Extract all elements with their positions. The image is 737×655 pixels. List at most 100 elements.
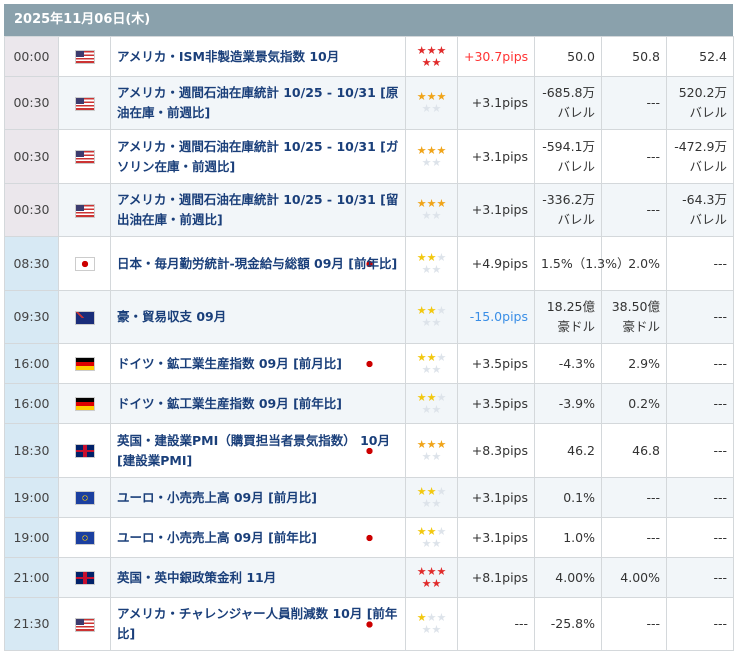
event-row: 21:00 英国・英中銀政策金利 11月 ★★★ ★★ +8.1pips 4.00…: [4, 557, 734, 598]
pips-value: +4.9pips: [457, 236, 535, 291]
event-row: 19:00 ユーロ・小売売上高 09月 [前月比] ★★★ ★★ +3.1pips…: [4, 477, 734, 518]
event-row: 00:30 アメリカ・週間石油在庫統計 10/25 - 10/31 [留出油在庫…: [4, 183, 734, 237]
star-icon: ★: [421, 155, 432, 169]
actual-value: ---: [666, 423, 734, 478]
forecast-value: 2.9%: [601, 343, 667, 384]
star-icon: ★: [431, 155, 442, 169]
event-title-link[interactable]: 日本・毎月勤労統計-現金給与総額 09月 [前年比]: [110, 236, 406, 291]
event-title-link[interactable]: ユーロ・小売売上高 09月 [前月比]: [110, 477, 406, 518]
star-icon: ★: [436, 250, 447, 264]
star-icon: ★: [431, 449, 442, 463]
star-icon: ★: [431, 623, 442, 636]
star-icon: ★: [416, 350, 427, 364]
actual-value: ---: [666, 236, 734, 291]
event-time: 00:30: [4, 76, 59, 130]
forecast-value: ---: [601, 183, 667, 237]
star-icon: ★: [436, 43, 447, 57]
event-title-link[interactable]: 英国・建設業PMI（購買担当者景気指数） 10月 [建設業PMI]: [110, 423, 406, 478]
forecast-value: 0.2%: [601, 383, 667, 424]
actual-value: -64.3万バレル: [666, 183, 734, 237]
star-icon: ★: [416, 524, 427, 538]
events-table: 00:00 アメリカ・ISM非製造業景気指数 10月 ★★★ ★★ +30.7pi…: [4, 36, 734, 651]
event-row: 00:30 アメリカ・週間石油在庫統計 10/25 - 10/31 [ガソリン在…: [4, 129, 734, 184]
flag-de-icon: [74, 397, 95, 411]
star-icon: ★: [436, 197, 447, 210]
flag-gb-icon: [74, 444, 95, 458]
previous-value: -25.8%: [534, 597, 602, 651]
star-icon: ★: [416, 43, 427, 57]
event-title-link[interactable]: 英国・英中銀政策金利 11月: [110, 557, 406, 598]
star-icon: ★: [436, 564, 447, 578]
event-title-link[interactable]: ユーロ・小売売上高 09月 [前年比]: [110, 517, 406, 558]
flag-us-icon: [74, 96, 95, 111]
pips-value: +8.1pips: [457, 557, 535, 598]
event-title-link[interactable]: ドイツ・鉱工業生産指数 09月 [前年比]: [110, 383, 406, 424]
flag-de-icon: [74, 357, 95, 371]
star-icon: ★: [421, 496, 432, 510]
previous-value: -3.9%: [534, 383, 602, 424]
event-title-link[interactable]: アメリカ・チャレンジャー人員削減数 10月 [前年比]: [110, 597, 406, 651]
previous-value: -685.8万バレル: [534, 76, 602, 130]
event-row: 18:30 英国・建設業PMI（購買担当者景気指数） 10月 [建設業PMI] …: [4, 423, 734, 478]
actual-value: -472.9万バレル: [666, 129, 734, 184]
star-icon: ★: [426, 197, 437, 210]
star-icon: ★: [421, 402, 432, 416]
star-icon: ★: [421, 449, 432, 463]
actual-value: ---: [666, 477, 734, 518]
importance-rating: ★★★ ★★: [405, 423, 458, 478]
actual-value: ---: [666, 343, 734, 384]
previous-value: 50.0: [534, 36, 602, 77]
importance-rating: ★★★ ★★: [405, 343, 458, 384]
pips-value: -15.0pips: [457, 290, 535, 344]
event-time: 16:00: [4, 343, 59, 384]
importance-rating: ★★★ ★★: [405, 597, 458, 651]
event-time: 21:00: [4, 557, 59, 598]
event-time: 00:00: [4, 36, 59, 77]
previous-value: 4.00%: [534, 557, 602, 598]
star-icon: ★: [421, 102, 432, 115]
star-icon: ★: [416, 564, 427, 578]
importance-rating: ★★★ ★★: [405, 383, 458, 424]
forecast-value: 4.00%: [601, 557, 667, 598]
star-icon: ★: [421, 576, 432, 590]
flag-eu-icon: [74, 531, 95, 545]
pips-value: +3.1pips: [457, 477, 535, 518]
event-title-link[interactable]: アメリカ・週間石油在庫統計 10/25 - 10/31 [原油在庫・前週比]: [110, 76, 406, 130]
pips-value: +3.1pips: [457, 76, 535, 130]
star-icon: ★: [416, 90, 427, 103]
event-title-link[interactable]: アメリカ・週間石油在庫統計 10/25 - 10/31 [留出油在庫・前週比]: [110, 183, 406, 237]
flag-au-icon: [74, 310, 95, 325]
star-icon: ★: [421, 55, 432, 69]
previous-value: 46.2: [534, 423, 602, 478]
star-icon: ★: [426, 611, 437, 624]
actual-value: ---: [666, 517, 734, 558]
star-icon: ★: [436, 90, 447, 103]
star-icon: ★: [421, 316, 432, 329]
star-icon: ★: [426, 390, 437, 404]
star-icon: ★: [426, 43, 437, 57]
star-icon: ★: [426, 484, 437, 498]
pips-value: ---: [457, 597, 535, 651]
event-time: 09:30: [4, 290, 59, 344]
forecast-value: ---: [601, 517, 667, 558]
pips-value: +3.1pips: [457, 183, 535, 237]
forecast-value: 50.8: [601, 36, 667, 77]
event-title-link[interactable]: アメリカ・週間石油在庫統計 10/25 - 10/31 [ガソリン在庫・前週比]: [110, 129, 406, 184]
event-title-link[interactable]: アメリカ・ISM非製造業景気指数 10月: [110, 36, 406, 77]
star-icon: ★: [426, 304, 437, 317]
forecast-value: 38.50億豪ドル: [601, 290, 667, 344]
star-icon: ★: [431, 316, 442, 329]
forecast-value: ---: [601, 129, 667, 184]
event-title-link[interactable]: ドイツ・鉱工業生産指数 09月 [前月比]: [110, 343, 406, 384]
importance-rating: ★★★ ★★: [405, 76, 458, 130]
flag-us-icon: [74, 150, 95, 164]
pips-value: +3.5pips: [457, 383, 535, 424]
star-icon: ★: [431, 55, 442, 69]
actual-value: ---: [666, 557, 734, 598]
previous-value: -4.3%: [534, 343, 602, 384]
star-icon: ★: [426, 90, 437, 103]
event-row: 08:30 日本・毎月勤労統計-現金給与総額 09月 [前年比] ★★★ ★★ +…: [4, 236, 734, 291]
event-title-link[interactable]: 豪・貿易収支 09月: [110, 290, 406, 344]
forecast-value: ---: [601, 477, 667, 518]
star-icon: ★: [436, 390, 447, 404]
